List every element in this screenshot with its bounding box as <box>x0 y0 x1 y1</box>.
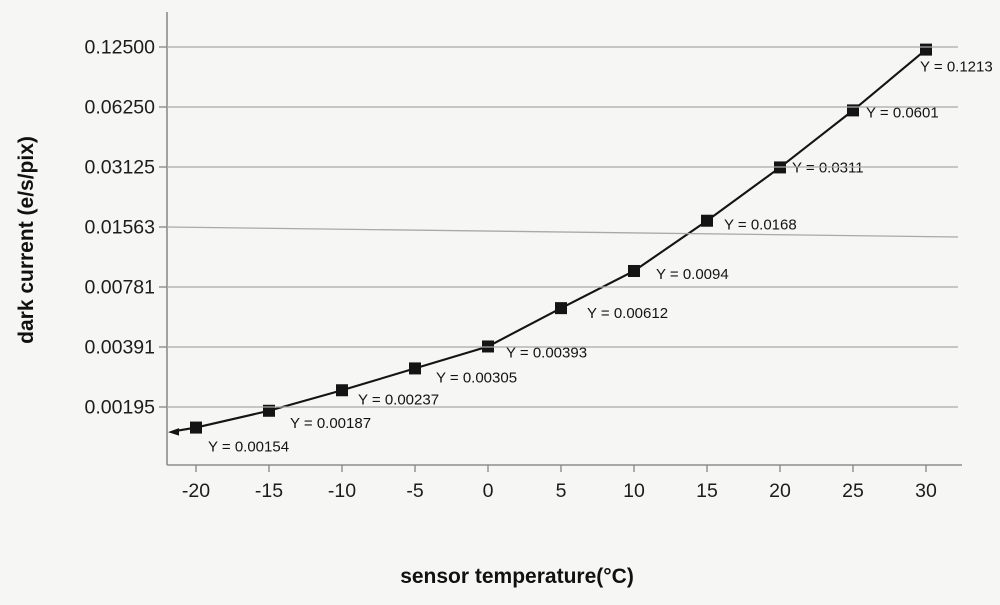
x-tick-label: -5 <box>406 480 423 502</box>
x-tick-label: -20 <box>182 480 210 502</box>
data-point-label: Y = 0.0094 <box>656 266 729 283</box>
y-tick-label: 0.06250 <box>85 97 156 119</box>
data-point-label: Y = 0.0168 <box>724 217 797 234</box>
data-point-label: Y = 0.00393 <box>506 344 587 361</box>
x-tick-label: -15 <box>255 480 283 502</box>
y-axis-title: dark current (e/s/pix) <box>15 136 38 344</box>
x-tick-label: 0 <box>483 480 494 502</box>
data-point-label: Y = 0.0311 <box>792 159 864 176</box>
data-point-label: Y = 0.1213 <box>920 59 993 76</box>
x-tick-label: 30 <box>915 480 937 502</box>
data-point-label: Y = 0.00237 <box>358 391 439 408</box>
data-point-label: Y = 0.00187 <box>290 415 371 432</box>
series-extension-line <box>177 426 197 432</box>
x-tick-label: 10 <box>623 480 645 502</box>
y-tick-label: 0.00195 <box>85 397 156 419</box>
data-point-label: Y = 0.00305 <box>436 369 517 386</box>
x-axis-title: sensor temperature(°C) <box>400 565 634 588</box>
data-point-label: Y = 0.00154 <box>208 439 289 456</box>
series-line <box>195 48 927 429</box>
y-tick-label: 0.03125 <box>85 157 156 179</box>
x-tick-label: -10 <box>328 480 356 502</box>
left-arrow-icon <box>168 428 179 436</box>
x-tick-label: 5 <box>556 480 567 502</box>
x-tick-label: 20 <box>769 480 791 502</box>
x-tick-label: 15 <box>696 480 718 502</box>
data-point-label: Y = 0.00612 <box>587 305 668 322</box>
y-tick-label: 0.00781 <box>85 277 156 299</box>
y-tick-label: 0.00391 <box>85 337 156 359</box>
y-tick-label: 0.12500 <box>85 37 156 59</box>
x-tick-label: 25 <box>842 480 864 502</box>
data-point-label: Y = 0.0601 <box>866 104 939 121</box>
y-tick-label: 0.01563 <box>85 217 156 239</box>
gridline <box>166 226 959 238</box>
